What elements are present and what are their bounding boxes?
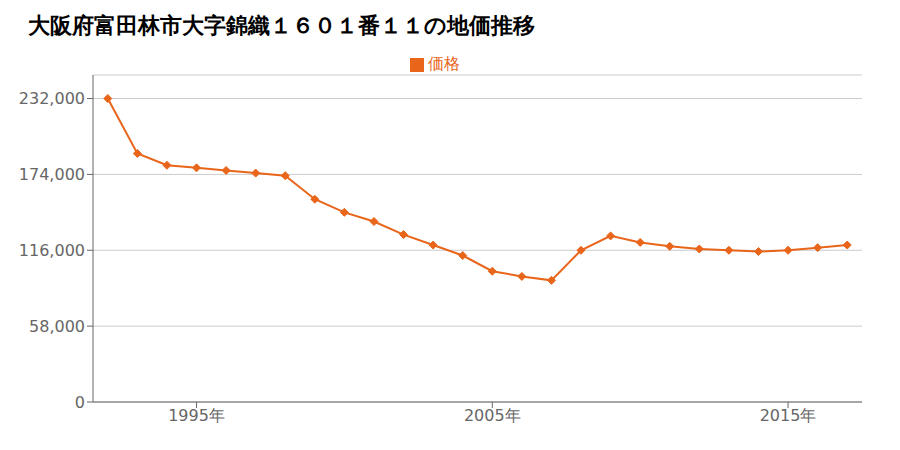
svg-text:174,000: 174,000 [19,165,85,184]
svg-text:2005年: 2005年 [464,406,521,425]
html-text:大阪府富田林市大字錦織１６０１番１１の地価推移: 大阪府富田林市大字錦織１６０１番１１の地価推移 [28,13,535,38]
svg-text:1995年: 1995年 [168,406,225,425]
svg-text:116,000: 116,000 [19,241,85,260]
html-text:価格: 価格 [428,54,460,73]
svg-text:232,000: 232,000 [19,89,85,108]
svg-text:2015年: 2015年 [760,406,817,425]
svg-text:0: 0 [75,393,85,412]
svg-text:58,000: 58,000 [29,317,85,336]
